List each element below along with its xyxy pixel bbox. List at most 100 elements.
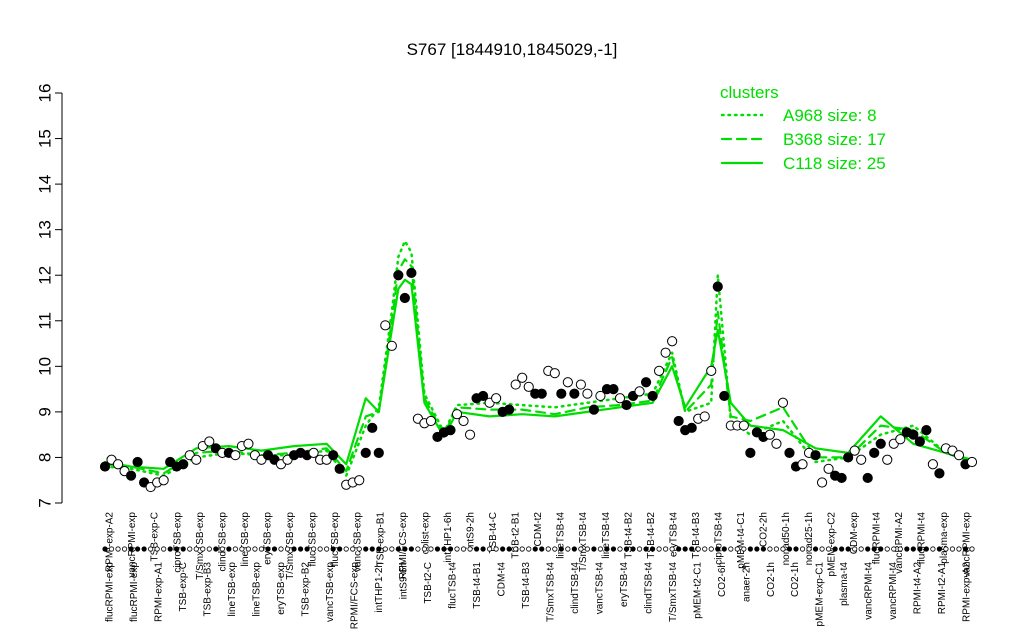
rug-mark <box>337 546 343 552</box>
data-point <box>706 365 717 376</box>
rug-mark <box>167 546 173 552</box>
x-tick-label: vancTSB-t4 <box>594 562 605 615</box>
data-point <box>764 429 776 440</box>
x-tick-label: flucRPMI-exp <box>129 562 140 622</box>
rug-mark <box>493 546 499 552</box>
x-tick-label: vancRPMI-t4 <box>864 562 875 620</box>
data-point <box>308 447 319 458</box>
rug-mark <box>845 546 851 552</box>
y-tick-label: 10 <box>35 357 54 376</box>
rug-mark <box>245 546 252 552</box>
data-point <box>797 459 808 470</box>
data-point <box>621 399 632 411</box>
data-point <box>856 454 867 465</box>
x-tick-label: CDM-t2 <box>533 512 544 547</box>
x-tick-label: colist-exp <box>420 512 431 555</box>
legend-title: clusters <box>720 83 779 102</box>
rug-mark <box>747 546 753 552</box>
rug-mark <box>839 546 845 552</box>
rug-mark <box>213 546 219 552</box>
rug-mark <box>473 546 480 552</box>
series-line-solid <box>103 278 974 470</box>
x-tick-label: anaer-2h <box>741 562 752 602</box>
data-point <box>132 456 143 468</box>
x-axis-labels: RPMI-exp-A2 vancRPMI-exp TSB-exp-C ciproTSB… <box>105 512 973 630</box>
rug-mark <box>571 546 577 552</box>
data-point <box>354 475 365 486</box>
rug-mark <box>734 546 740 552</box>
x-tick-label: plasma-exp <box>939 512 950 564</box>
series-lines <box>103 239 974 477</box>
rug-mark <box>447 546 454 552</box>
rug-mark <box>532 546 538 552</box>
data-point <box>367 422 378 433</box>
rug-mark <box>363 546 369 552</box>
rug-mark <box>636 546 643 552</box>
y-tick-label: 12 <box>35 266 54 285</box>
rug-mark <box>865 546 871 552</box>
rug-mark <box>330 546 336 552</box>
rug-mark <box>897 546 903 552</box>
rug-mark <box>682 546 688 552</box>
x-tick-label: eryTSB-t4 <box>619 562 630 607</box>
y-tick-label: 8 <box>35 453 54 462</box>
x-tick-label: CO2-1h <box>790 562 801 597</box>
x-tick-label: flucRPMI-t4 <box>917 512 928 565</box>
rug-mark <box>949 546 956 552</box>
rug-mark <box>943 546 949 552</box>
rug-mark <box>226 546 232 552</box>
x-tick-label: eryTSB-exp <box>263 512 274 565</box>
x-tick-label: flucTSB-exp <box>308 512 319 567</box>
x-tick-label: vancTSB-exp <box>325 562 336 622</box>
rug-mark <box>656 546 662 552</box>
x-tick-label: T/SmxTSB-exp <box>285 512 296 580</box>
x-tick-label: CO2-6h <box>717 562 728 597</box>
data-point <box>523 381 534 392</box>
rug-mark <box>623 546 630 552</box>
rug-mark <box>115 546 121 552</box>
data-point <box>836 472 847 484</box>
legend-entry: A968 size: 8 <box>783 106 877 125</box>
rug-mark <box>695 546 701 552</box>
x-tick-label: vancRPMI-t4 <box>888 562 899 620</box>
rug-mark <box>669 546 675 552</box>
data-point <box>458 415 469 427</box>
rug-mark <box>610 546 617 552</box>
rug-mark <box>519 546 525 552</box>
x-tick-label: plasma-t4 <box>839 562 850 606</box>
data-point <box>575 379 586 390</box>
x-tick-label: TSB-t4-C <box>488 512 499 554</box>
rug-mark <box>812 546 819 552</box>
data-point <box>647 390 658 402</box>
data-point <box>745 447 756 458</box>
data-point <box>771 438 782 449</box>
rug-mark <box>552 546 558 552</box>
rug-mark <box>460 546 467 552</box>
rug-mark <box>441 546 447 552</box>
data-point <box>908 429 919 440</box>
rug-mark <box>402 546 408 552</box>
x-tick-label: T/SmxTSB-t4 <box>668 562 679 622</box>
rug-mark <box>676 546 682 552</box>
x-tick-label: intS9-6h <box>398 562 409 599</box>
data-point <box>816 477 828 488</box>
rug-mark <box>806 546 812 552</box>
rug-mark <box>487 546 493 552</box>
rug-mark <box>597 546 604 552</box>
data-point <box>921 425 932 436</box>
data-point <box>843 452 854 463</box>
rug-mark <box>395 546 401 552</box>
rug-mark <box>271 546 278 552</box>
rug-mark <box>832 546 838 552</box>
data-point <box>810 450 821 461</box>
x-tick-label: intS9-2h <box>465 512 476 549</box>
data-point <box>869 447 880 458</box>
rug-mark <box>630 546 636 552</box>
x-tick-label: T/SmxTSB-t4 <box>578 512 589 572</box>
x-tick-label: lineTSB-exp <box>227 562 238 617</box>
data-point <box>562 377 573 388</box>
data-point <box>445 425 456 436</box>
data-point <box>660 347 671 358</box>
y-tick-label: 13 <box>35 220 54 239</box>
